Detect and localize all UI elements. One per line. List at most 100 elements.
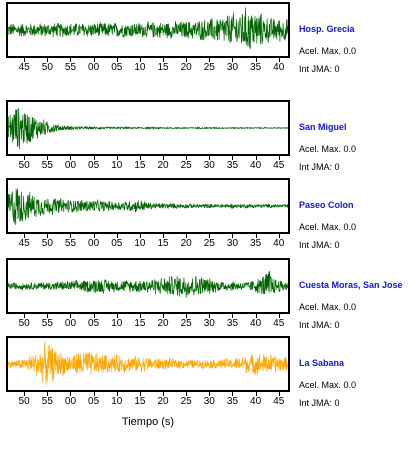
tick-label: 05 bbox=[111, 238, 123, 249]
jma-intensity: Int JMA: 0 bbox=[299, 320, 340, 330]
tick-label: 25 bbox=[203, 62, 215, 73]
tick-mark bbox=[186, 392, 188, 396]
tick-label: 35 bbox=[226, 160, 239, 171]
tick-label: 20 bbox=[157, 318, 169, 329]
tick-label: 10 bbox=[134, 62, 146, 73]
tick-label: 10 bbox=[111, 318, 123, 329]
tick-label: 10 bbox=[134, 238, 146, 249]
tick-label: 40 bbox=[250, 318, 262, 329]
max-acceleration: Acel. Max. 0.0 bbox=[299, 46, 357, 56]
trace-panel bbox=[6, 258, 290, 314]
tick-mark bbox=[139, 234, 141, 238]
tick-mark bbox=[93, 234, 95, 238]
tick-label: 55 bbox=[41, 160, 53, 171]
tick-mark bbox=[163, 314, 165, 318]
tick-mark bbox=[47, 156, 49, 160]
trace-plot bbox=[8, 188, 288, 226]
tick-label: 35 bbox=[250, 62, 262, 73]
jma-intensity: Int JMA: 0 bbox=[299, 64, 340, 74]
tick-label: 45 bbox=[273, 160, 285, 171]
trace-panel bbox=[6, 100, 290, 156]
tick-mark bbox=[70, 314, 72, 318]
tick-mark bbox=[255, 314, 257, 318]
jma-intensity: Int JMA: 0 bbox=[299, 398, 340, 408]
x-axis-ticks: 45 50 55 00 05 10 15 20 25 30 35 40 bbox=[6, 58, 290, 74]
tick-label: 45 bbox=[18, 62, 30, 73]
tick-label: 00 bbox=[64, 318, 77, 329]
tick-label: 25 bbox=[203, 238, 215, 249]
tick-label: 20 bbox=[157, 160, 169, 171]
tick-mark bbox=[24, 58, 26, 62]
max-acceleration: Acel. Max. 0.0 bbox=[299, 380, 357, 390]
tick-label: 55 bbox=[64, 238, 77, 249]
tick-label: 30 bbox=[203, 318, 215, 329]
tick-label: 05 bbox=[88, 396, 100, 407]
tick-label: 30 bbox=[203, 396, 215, 407]
tick-mark bbox=[232, 314, 234, 318]
waveform-line bbox=[8, 188, 288, 226]
tick-mark bbox=[163, 392, 165, 396]
tick-label: 05 bbox=[111, 62, 123, 73]
tick-label: 20 bbox=[180, 238, 192, 249]
tick-label: 40 bbox=[273, 62, 285, 73]
tick-label: 20 bbox=[157, 396, 169, 407]
station-name: San Miguel bbox=[299, 122, 347, 132]
tick-mark bbox=[186, 314, 188, 318]
tick-label: 35 bbox=[226, 396, 239, 407]
tick-label: 50 bbox=[18, 396, 30, 407]
tick-mark bbox=[24, 314, 26, 318]
x-axis-ticks: 50 55 00 05 10 15 20 25 30 35 40 45 bbox=[6, 314, 290, 330]
tick-mark bbox=[139, 156, 141, 160]
tick-mark bbox=[139, 58, 141, 62]
max-acceleration: Acel. Max. 0.0 bbox=[299, 302, 357, 312]
tick-mark bbox=[255, 58, 257, 62]
tick-mark bbox=[186, 156, 188, 160]
tick-label: 35 bbox=[226, 318, 239, 329]
tick-label: 15 bbox=[157, 238, 169, 249]
tick-mark bbox=[70, 392, 72, 396]
tick-label: 50 bbox=[41, 238, 53, 249]
x-axis-ticks: 45 50 55 00 05 10 15 20 25 30 35 40 bbox=[6, 234, 290, 250]
trace-panel bbox=[6, 178, 290, 234]
waveform-line bbox=[8, 107, 288, 149]
tick-label: 50 bbox=[41, 62, 53, 73]
waveform-line bbox=[8, 341, 288, 385]
tick-mark bbox=[163, 58, 165, 62]
tick-label: 10 bbox=[111, 160, 123, 171]
tick-mark bbox=[139, 392, 141, 396]
tick-mark bbox=[116, 58, 118, 62]
tick-label: 55 bbox=[41, 318, 53, 329]
tick-mark bbox=[163, 156, 165, 160]
tick-mark bbox=[116, 314, 118, 318]
tick-label: 00 bbox=[88, 62, 100, 73]
tick-label: 25 bbox=[180, 396, 192, 407]
tick-label: 25 bbox=[180, 160, 192, 171]
tick-mark bbox=[47, 392, 49, 396]
tick-label: 45 bbox=[273, 396, 285, 407]
tick-mark bbox=[93, 156, 95, 160]
tick-label: 15 bbox=[134, 160, 146, 171]
tick-label: 50 bbox=[18, 318, 30, 329]
tick-mark bbox=[47, 314, 49, 318]
station-name: Hosp. Grecia bbox=[299, 24, 355, 34]
tick-mark bbox=[116, 156, 118, 160]
tick-label: 45 bbox=[18, 238, 30, 249]
station-name: Cuesta Moras, San Jose bbox=[299, 280, 403, 290]
tick-label: 20 bbox=[180, 62, 192, 73]
max-acceleration: Acel. Max. 0.0 bbox=[299, 222, 357, 232]
tick-mark bbox=[255, 392, 257, 396]
tick-mark bbox=[209, 392, 211, 396]
tick-label: 55 bbox=[64, 62, 77, 73]
tick-label: 35 bbox=[250, 238, 262, 249]
tick-mark bbox=[70, 156, 72, 160]
tick-label: 15 bbox=[134, 318, 146, 329]
tick-label: 25 bbox=[180, 318, 192, 329]
max-acceleration: Acel. Max. 0.0 bbox=[299, 144, 357, 154]
tick-mark bbox=[116, 234, 118, 238]
trace-panel bbox=[6, 336, 290, 392]
trace-plot bbox=[8, 341, 288, 385]
tick-label: 50 bbox=[18, 160, 30, 171]
tick-mark bbox=[116, 392, 118, 396]
trace-plot bbox=[8, 107, 288, 149]
tick-mark bbox=[163, 234, 165, 238]
